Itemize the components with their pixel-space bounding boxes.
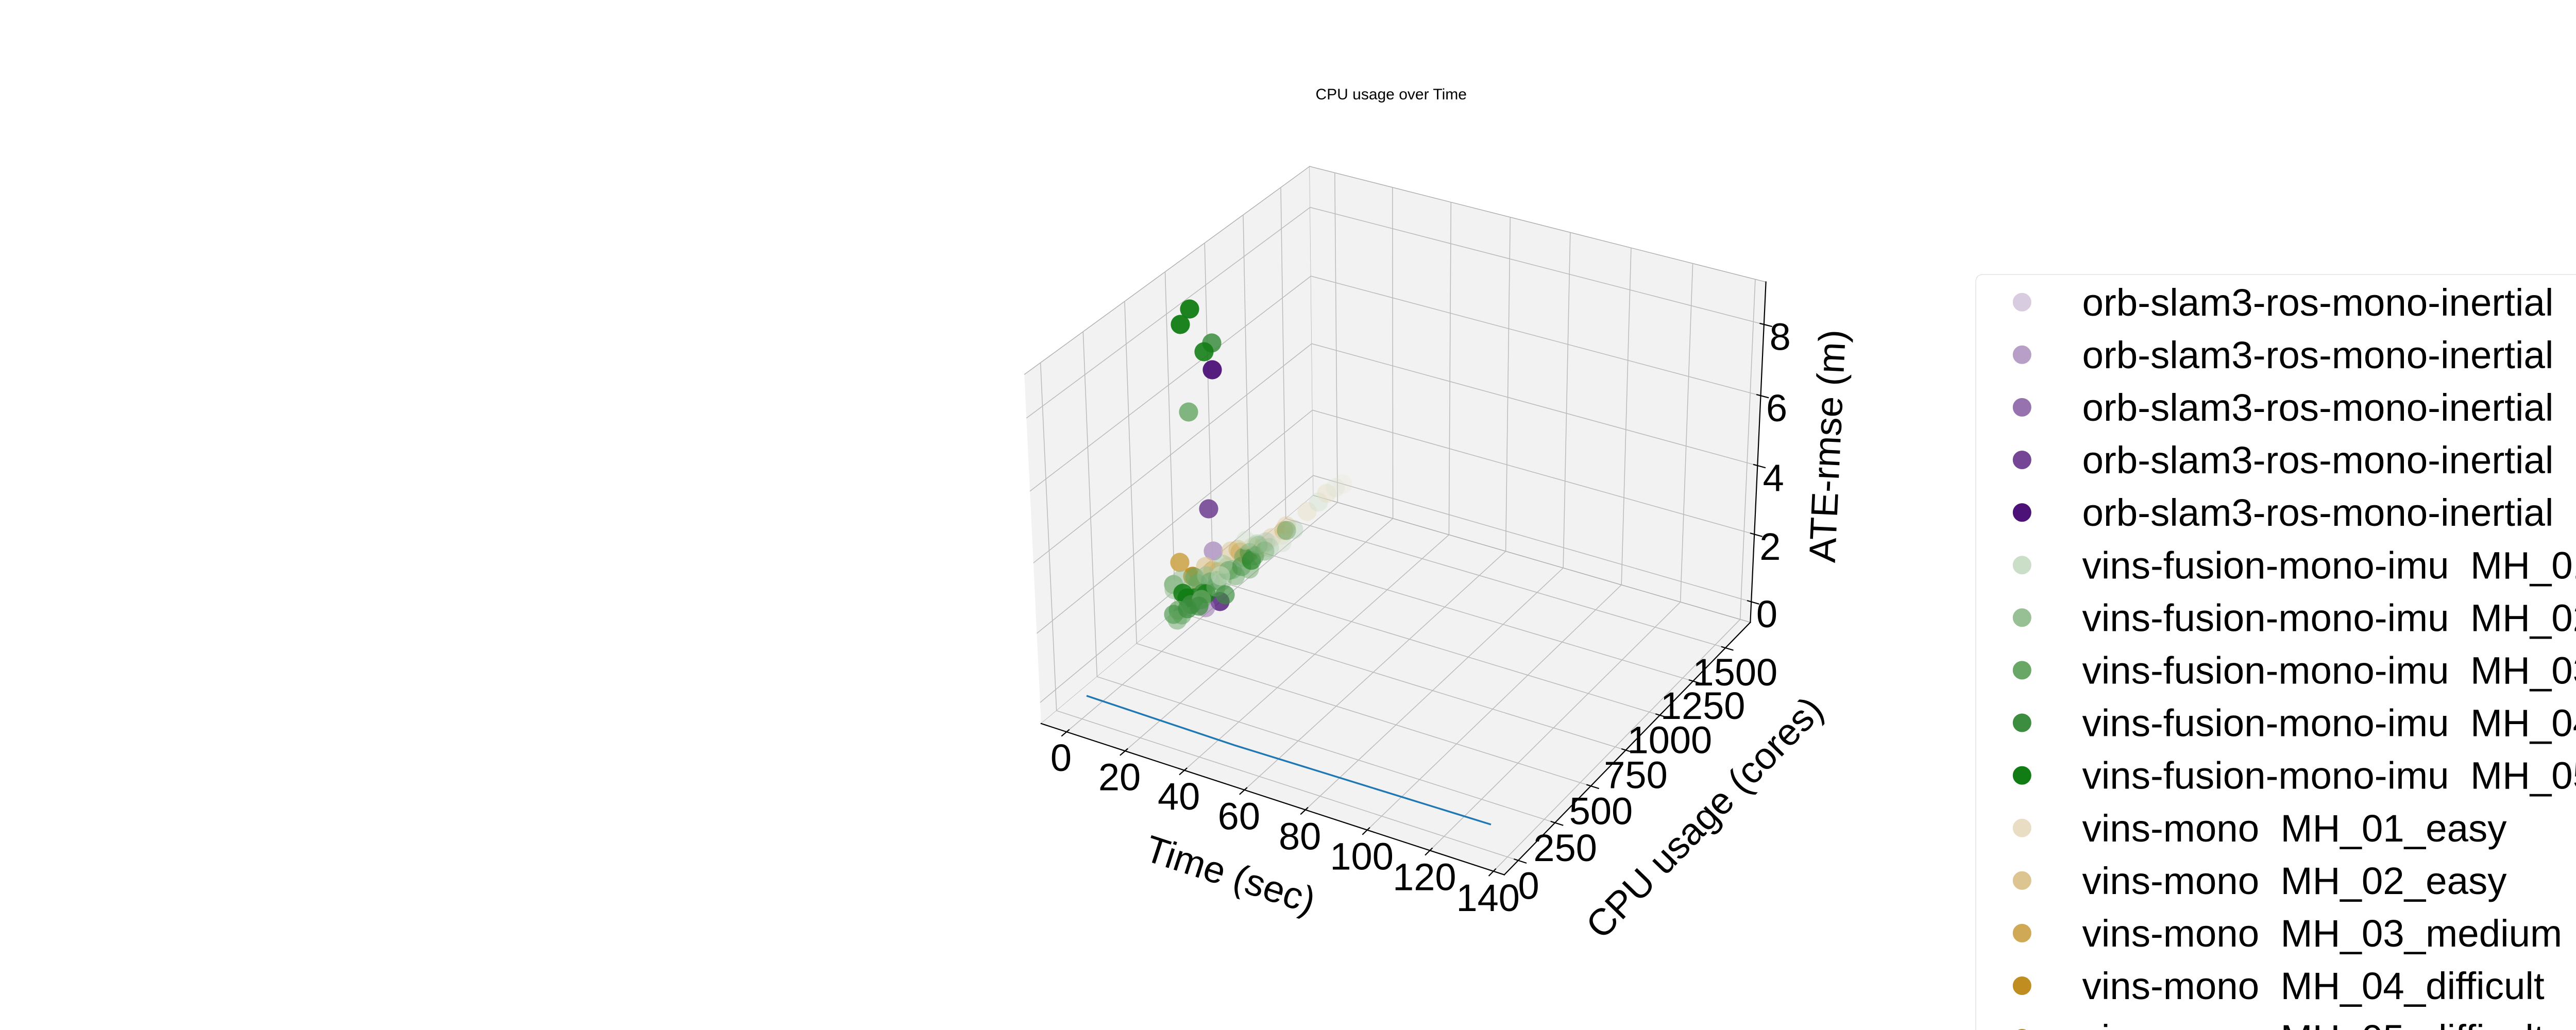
svg-text:vins-mono MH_01_easy: vins-mono MH_01_easy [2082,807,2507,850]
svg-text:6: 6 [1766,387,1787,430]
svg-text:140: 140 [1456,877,1519,919]
svg-text:vins-fusion-mono-imu MH_03_me: vins-fusion-mono-imu MH_03_medium [2082,649,2576,692]
svg-text:orb-slam3-ros-mono-inertial M: orb-slam3-ros-mono-inertial MH_04_diffic… [2082,439,2576,482]
svg-text:120: 120 [1393,856,1456,899]
svg-text:orb-slam3-ros-mono-inertial M: orb-slam3-ros-mono-inertial MH_01_easy [2082,281,2576,324]
svg-text:1000: 1000 [1628,718,1713,761]
svg-text:80: 80 [1279,815,1321,857]
svg-text:2: 2 [1759,525,1781,568]
svg-text:0: 0 [1518,864,1539,907]
svg-text:40: 40 [1158,775,1200,818]
svg-text:0: 0 [1756,593,1777,636]
svg-text:vins-mono MH_05_difficult: vins-mono MH_05_difficult [2082,1017,2545,1030]
svg-text:vins-mono MH_03_medium: vins-mono MH_03_medium [2082,912,2563,955]
svg-text:vins-mono MH_04_difficult: vins-mono MH_04_difficult [2082,965,2545,1007]
svg-text:60: 60 [1218,795,1260,838]
svg-text:vins-mono MH_02_easy: vins-mono MH_02_easy [2082,860,2507,902]
svg-text:4: 4 [1763,457,1784,500]
svg-text:8: 8 [1770,316,1791,358]
svg-text:orb-slam3-ros-mono-inertial M: orb-slam3-ros-mono-inertial MH_05_diffic… [2082,491,2576,534]
svg-text:vins-fusion-mono-imu MH_02_ea: vins-fusion-mono-imu MH_02_easy [2082,596,2576,639]
svg-text:250: 250 [1533,827,1597,869]
svg-text:100: 100 [1330,835,1393,878]
svg-text:vins-fusion-mono-imu MH_05_di: vins-fusion-mono-imu MH_05_difficult [2082,754,2576,797]
svg-text:orb-slam3-ros-mono-inertial M: orb-slam3-ros-mono-inertial MH_02_easy [2082,334,2576,376]
svg-text:750: 750 [1604,753,1667,796]
svg-text:CPU usage over Time: CPU usage over Time [1315,86,1466,103]
svg-text:500: 500 [1569,789,1633,832]
svg-text:0: 0 [1050,736,1072,779]
svg-text:1250: 1250 [1660,684,1745,727]
svg-text:vins-fusion-mono-imu MH_01_ea: vins-fusion-mono-imu MH_01_easy [2082,544,2576,587]
svg-text:orb-slam3-ros-mono-inertial M: orb-slam3-ros-mono-inertial MH_03_medium [2082,386,2576,429]
svg-text:20: 20 [1098,756,1141,798]
svg-text:vins-fusion-mono-imu MH_04_di: vins-fusion-mono-imu MH_04_difficult [2082,702,2576,745]
svg-text:1500: 1500 [1693,651,1778,694]
